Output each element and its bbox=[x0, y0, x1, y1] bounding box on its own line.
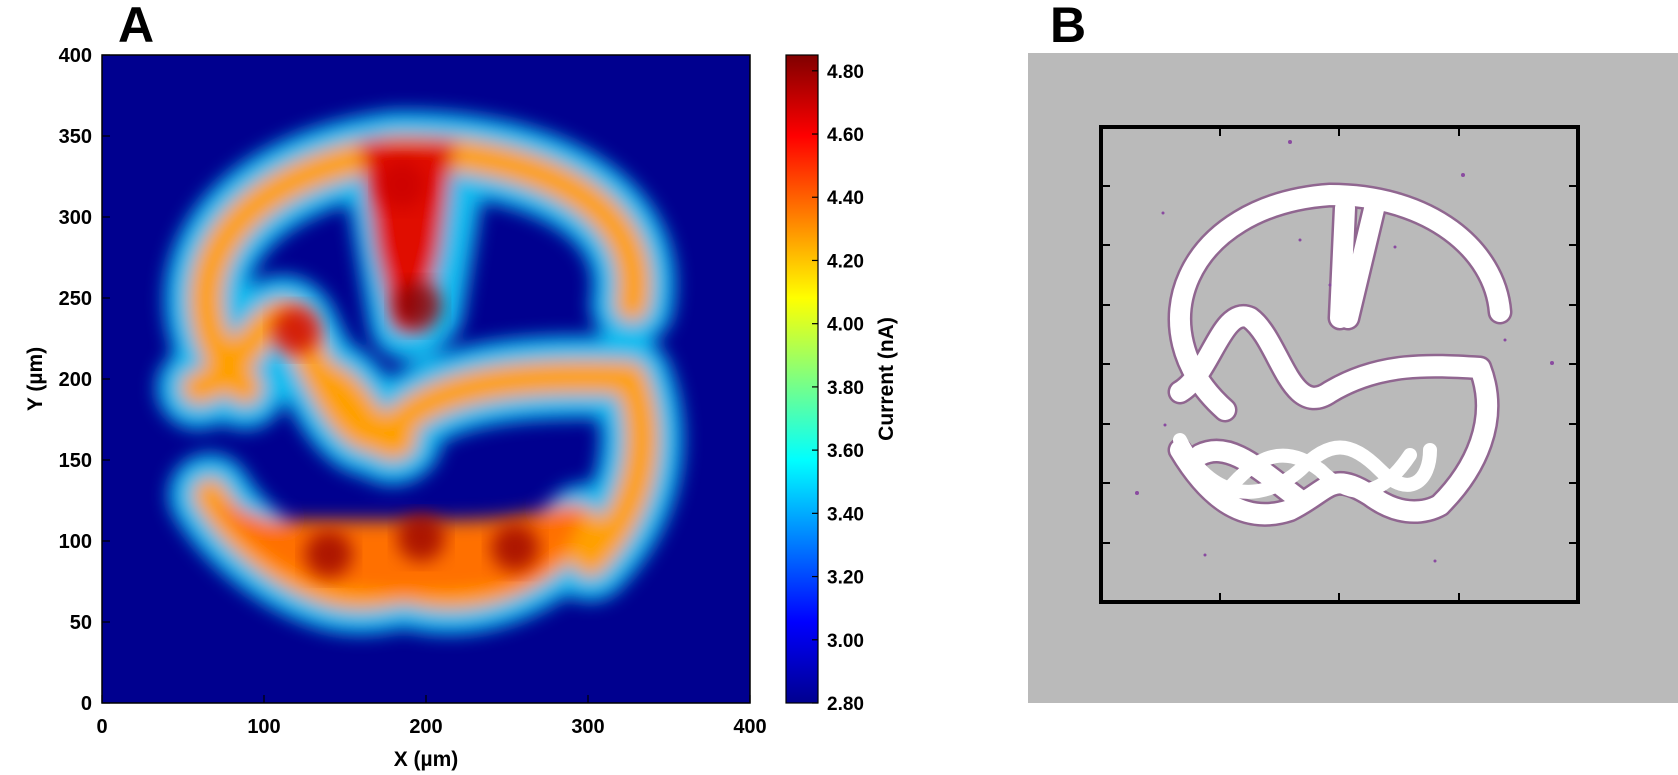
x-tick-label: 100 bbox=[247, 716, 280, 738]
heat-hotspot bbox=[304, 529, 353, 578]
colorbar-ticks: 2.80 3.00 3.20 3.40 3.60 3.80 4.00 4.20 4.40 4.60… bbox=[812, 62, 864, 715]
y-tick-label: 0 bbox=[81, 693, 92, 715]
colorbar-tick-label: 4.00 bbox=[827, 315, 864, 336]
colorbar-tick-label: 4.20 bbox=[827, 251, 864, 272]
y-tick-label: 50 bbox=[70, 612, 92, 634]
x-tick-label: 300 bbox=[571, 716, 604, 738]
panel-label-b: B bbox=[1050, 0, 1086, 53]
x-tick-label: 400 bbox=[733, 716, 766, 738]
colorbar-tick-label: 4.80 bbox=[827, 62, 864, 83]
colorbar-tick-label: 3.40 bbox=[827, 504, 864, 525]
x-tick-label: 200 bbox=[409, 716, 442, 738]
heat-hotspots bbox=[272, 160, 540, 578]
heat-hotspot bbox=[272, 306, 321, 355]
y-tick-label: 100 bbox=[59, 531, 92, 553]
y-tick-label: 400 bbox=[59, 45, 92, 67]
y-tick-label: 200 bbox=[59, 369, 92, 391]
colorbar-title: Current (nA) bbox=[875, 317, 898, 441]
colorbar-tick-label: 2.80 bbox=[827, 694, 864, 715]
y-axis-title: Y (µm) bbox=[24, 347, 47, 411]
colorbar-tick-label: 3.00 bbox=[827, 631, 864, 652]
colorbar-tick-label: 3.20 bbox=[827, 568, 864, 589]
heat-hotspot bbox=[397, 513, 446, 562]
y-tick-label: 350 bbox=[59, 126, 92, 148]
heat-hotspot bbox=[393, 282, 442, 331]
colorbar-tick-label: 4.60 bbox=[827, 125, 864, 146]
colorbar-gradient bbox=[785, 54, 819, 704]
heat-hotspot bbox=[377, 160, 426, 209]
heatmap-image bbox=[157, 110, 683, 634]
colorbar: 2.80 3.00 3.20 3.40 3.60 3.80 4.00 4.20 4.40 4.60… bbox=[785, 54, 898, 715]
heatmap-panel: 0 100 200 300 400 0 50 100 150 200 250 300 350 400 X… bbox=[24, 45, 767, 771]
x-axis-title: X (µm) bbox=[394, 748, 459, 771]
y-axis-ticks: 0 50 100 150 200 250 300 350 400 bbox=[59, 45, 110, 715]
pattern-shape bbox=[1167, 182, 1513, 527]
heatmap-strokes bbox=[157, 110, 683, 634]
colorbar-tick-label: 3.80 bbox=[827, 378, 864, 399]
heat-hotspot bbox=[491, 523, 540, 572]
colorbar-tick-label: 3.60 bbox=[827, 441, 864, 462]
pattern-image-panel bbox=[1028, 53, 1678, 703]
pattern-speckles bbox=[1135, 140, 1554, 563]
x-axis-ticks: 0 100 200 300 400 bbox=[96, 695, 767, 738]
y-tick-label: 150 bbox=[59, 450, 92, 472]
y-tick-label: 250 bbox=[59, 288, 92, 310]
x-tick-label: 0 bbox=[96, 716, 107, 738]
pattern-frame-ticks bbox=[1101, 127, 1578, 602]
panel-label-a: A bbox=[118, 0, 154, 53]
y-tick-label: 300 bbox=[59, 207, 92, 229]
colorbar-tick-label: 4.40 bbox=[827, 188, 864, 209]
